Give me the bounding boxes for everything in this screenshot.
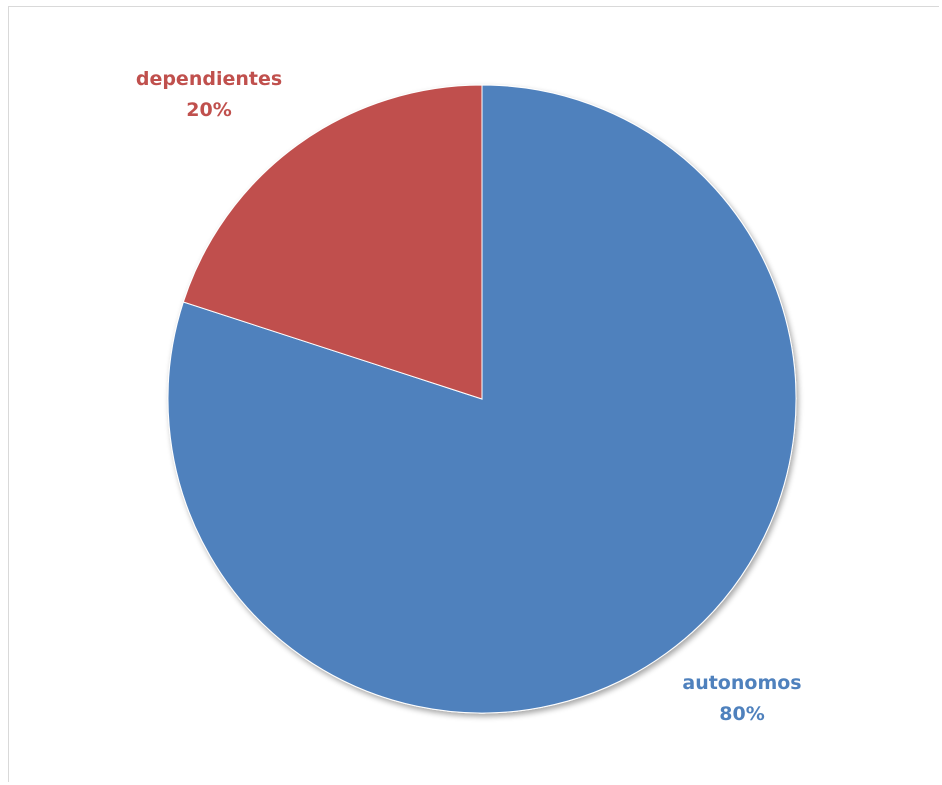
pie-slices [167,84,797,714]
chart-area: autonomos 80% dependientes 20% [8,6,939,782]
data-label-autonomos-category: autonomos [682,672,801,694]
data-label-dependientes-percent: 20% [186,99,231,121]
data-label-dependientes-category: dependientes [136,68,282,90]
pie-slice-dependientes [182,84,483,400]
pie-chart: autonomos 80% dependientes 20% [136,68,802,725]
pie-data-labels: autonomos 80% dependientes 20% [136,68,802,725]
data-label-autonomos-percent: 80% [719,703,764,725]
